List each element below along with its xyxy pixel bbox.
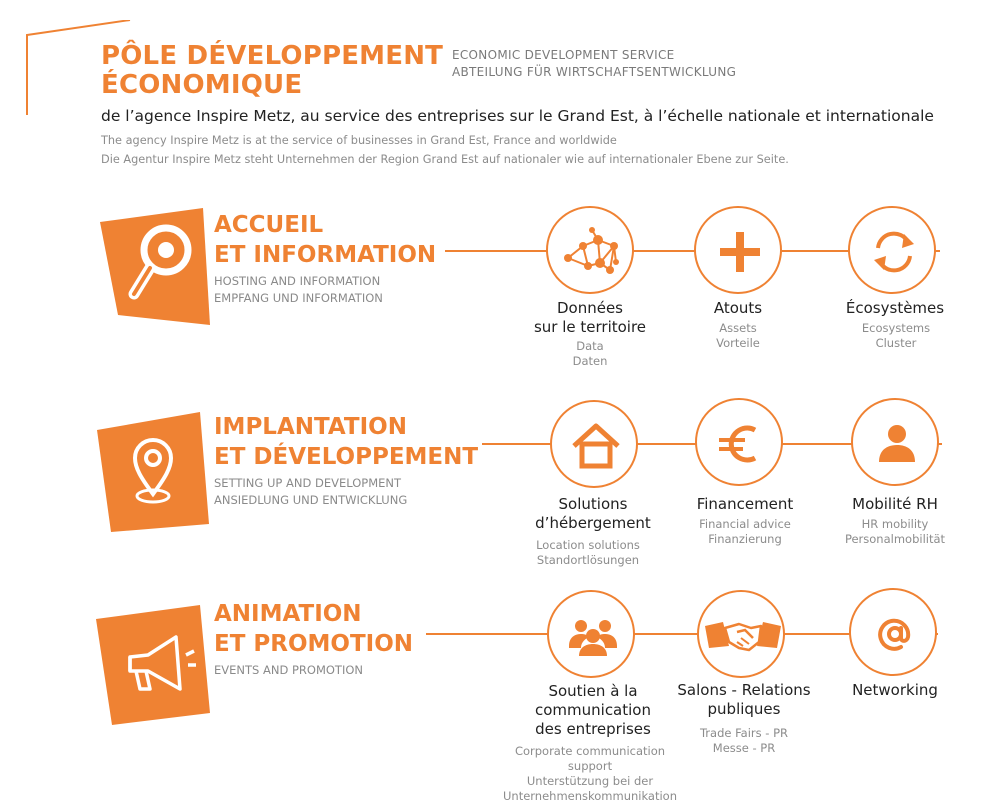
at-sign-icon bbox=[878, 618, 911, 651]
network-icon bbox=[564, 227, 619, 274]
header-frame-lines bbox=[26, 20, 131, 115]
location-pin-icon bbox=[132, 438, 174, 504]
item-circle-networking bbox=[849, 588, 937, 676]
item-sub-salons: Trade Fairs - PR Messe - PR bbox=[699, 726, 789, 755]
magnifier-icon bbox=[128, 224, 192, 300]
item-circle-donnees bbox=[546, 206, 634, 294]
item-circle-hebergement bbox=[550, 400, 638, 488]
item-label-ecosystemes: Écosystèmes bbox=[845, 299, 945, 317]
item-circle-soutien bbox=[547, 590, 635, 678]
house-icon bbox=[572, 423, 620, 469]
group-icon bbox=[569, 620, 617, 656]
section-title-animation: ANIMATION ET PROMOTION bbox=[214, 601, 414, 657]
page-title: PÔLE DÉVELOPPEMENT ÉCONOMIQUE bbox=[101, 41, 444, 100]
refresh-icon bbox=[874, 231, 914, 273]
item-label-mobilite: Mobilité RH bbox=[852, 495, 938, 513]
item-circle-ecosystemes bbox=[848, 206, 936, 294]
item-label-atouts: Atouts bbox=[713, 299, 763, 317]
handshake-icon bbox=[705, 622, 781, 652]
section-subtitle-implantation: SETTING UP AND DEVELOPMENT ANSIEDLUNG UN… bbox=[214, 476, 408, 507]
item-label-soutien: Soutien à la communication des entrepris… bbox=[534, 682, 651, 738]
section-title-accueil: ACCUEIL ET INFORMATION bbox=[214, 212, 437, 268]
intro-text-en: The agency Inspire Metz is at the servic… bbox=[101, 134, 617, 147]
item-sub-ecosystemes: Ecosystems Cluster bbox=[861, 321, 931, 350]
item-sub-atouts: Assets Vorteile bbox=[716, 321, 760, 350]
section-badge-accueil bbox=[100, 208, 210, 325]
megaphone-icon bbox=[128, 635, 196, 691]
section-subtitle-accueil: HOSTING AND INFORMATION EMPFANG UND INFO… bbox=[214, 274, 383, 305]
item-label-financement: Financement bbox=[696, 495, 794, 513]
item-circle-financement bbox=[695, 398, 783, 486]
plus-icon bbox=[720, 232, 760, 272]
section-title-implantation: IMPLANTATION ET DÉVELOPPEMENT bbox=[214, 414, 479, 470]
intro-text-de: Die Agentur Inspire Metz steht Unternehm… bbox=[101, 153, 789, 166]
item-label-networking: Networking bbox=[852, 681, 938, 699]
item-sub-mobilite: HR mobility Personalmobilität bbox=[844, 517, 946, 546]
item-circle-salons bbox=[697, 590, 785, 678]
connector-line-accueil bbox=[445, 250, 940, 252]
item-circle-atouts bbox=[694, 206, 782, 294]
item-label-donnees: Données sur le territoire bbox=[533, 299, 647, 336]
section-subtitle-animation: EVENTS AND PROMOTION bbox=[214, 663, 363, 677]
item-sub-hebergement: Location solutions Standortlösungen bbox=[536, 538, 640, 567]
connector-line-animation bbox=[426, 633, 938, 635]
item-circle-mobilite bbox=[851, 398, 939, 486]
section-badge-implantation bbox=[97, 412, 209, 532]
item-label-salons: Salons - Relations publiques bbox=[677, 681, 811, 718]
euro-icon bbox=[719, 425, 757, 463]
item-sub-donnees: Data Daten bbox=[572, 339, 608, 368]
item-sub-financement: Financial advice Finanzierung bbox=[699, 517, 791, 546]
person-icon bbox=[879, 425, 915, 462]
item-label-hebergement: Solutions d’hébergement bbox=[535, 495, 651, 532]
item-sub-soutien: Corporate communication support Unterstü… bbox=[502, 744, 678, 803]
intro-text-fr: de l’agence Inspire Metz, au service des… bbox=[101, 107, 934, 125]
service-subtitle: ECONOMIC DEVELOPMENT SERVICE ABTEILUNG F… bbox=[452, 48, 737, 79]
section-badge-animation bbox=[96, 605, 210, 725]
